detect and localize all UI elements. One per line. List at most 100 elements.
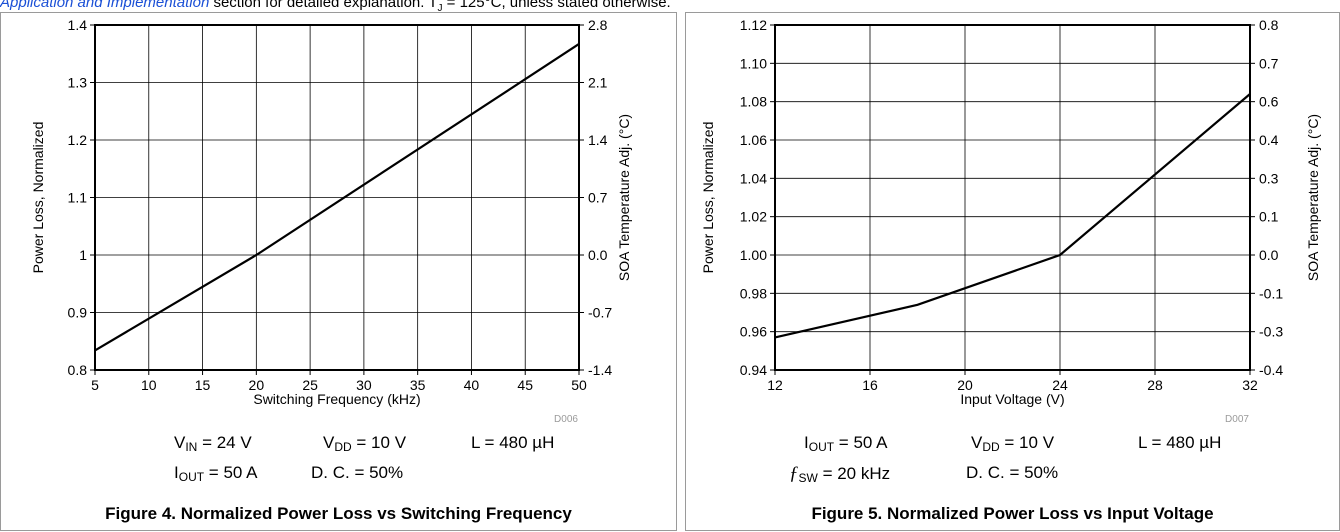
y2-tick-label: 2.1 bbox=[588, 75, 608, 91]
x-tick-label: 10 bbox=[141, 377, 157, 393]
y-tick-label: 1.08 bbox=[740, 94, 767, 110]
y2-tick-label: 0.6 bbox=[1259, 94, 1279, 110]
y2-tick-label: -0.4 bbox=[1259, 362, 1283, 378]
y2-tick-label: 0.1 bbox=[1259, 209, 1279, 225]
x-tick-label: 45 bbox=[517, 377, 533, 393]
cond-vdd-val: = 10 V bbox=[999, 433, 1055, 452]
x-axis-label: Switching Frequency (kHz) bbox=[253, 391, 420, 407]
cond-l: L = 480 µH bbox=[1138, 433, 1222, 452]
cond-iout: IOUT = 50 A bbox=[804, 433, 888, 454]
x-tick-label: 32 bbox=[1242, 377, 1258, 393]
y-tick-label: 1.3 bbox=[68, 75, 88, 91]
y-axis-label: Power Loss, Normalized bbox=[30, 122, 46, 274]
y2-tick-label: 0.8 bbox=[1259, 17, 1279, 33]
y2-axis-label: SOA Temperature Adj. (°C) bbox=[1305, 114, 1321, 281]
y-tick-label: 1.06 bbox=[740, 132, 767, 148]
cond-vdd-sub: DD bbox=[982, 440, 1000, 454]
y-tick-label: 1.4 bbox=[68, 17, 88, 33]
x-tick-label: 16 bbox=[862, 377, 878, 393]
x-tick-label: 20 bbox=[957, 377, 973, 393]
cond-fsw-sym: ƒ bbox=[789, 463, 799, 484]
y-tick-label: 1 bbox=[79, 247, 87, 263]
cond-vdd-sym: V bbox=[323, 433, 335, 452]
cond-iout-val: = 50 A bbox=[834, 433, 888, 452]
cond-iout: IOUT = 50 A bbox=[174, 463, 258, 484]
y2-tick-label: 1.4 bbox=[588, 132, 608, 148]
cond-iout-sub: OUT bbox=[178, 470, 205, 484]
chart-figure-5: 12 16 20 24 28 32 0.94 -0.4 0.96 -0.3 0.98 -0.1 1.00… bbox=[700, 17, 1321, 425]
x-tick-label: 50 bbox=[571, 377, 587, 393]
y-tick-label: 1.00 bbox=[740, 247, 767, 263]
y-tick-label: 1.2 bbox=[68, 132, 88, 148]
y-axis-label: Power Loss, Normalized bbox=[700, 122, 716, 274]
data-series-line bbox=[774, 93, 1251, 339]
plot-frame bbox=[94, 24, 580, 371]
figure-4-panel: 5 10 15 20 25 30 35 40 45 50 0.8 -1.4 0.9 -0.7 1 0.0 1.1… bbox=[0, 12, 677, 531]
y2-tick-label: 0.0 bbox=[1259, 247, 1279, 263]
y-tick-label: 1.1 bbox=[68, 190, 88, 206]
plot-frame bbox=[774, 24, 1251, 371]
cond-fsw-sub: SW bbox=[798, 471, 818, 485]
y2-tick-label: -0.7 bbox=[588, 305, 612, 321]
x-tick-label: 24 bbox=[1052, 377, 1068, 393]
chart-figure-4: 5 10 15 20 25 30 35 40 45 50 0.8 -1.4 0.9 -0.7 1 0.0 1.1… bbox=[30, 17, 632, 425]
figure-5-caption: Figure 5. Normalized Power Loss vs Input… bbox=[811, 504, 1214, 523]
cond-iout-sym: I bbox=[804, 433, 809, 452]
y2-tick-label: 0.7 bbox=[1259, 55, 1279, 71]
header-end: = 125°C, unless stated otherwise. bbox=[442, 0, 671, 11]
cond-iout-sub: OUT bbox=[808, 440, 835, 454]
x-tick-label: 28 bbox=[1147, 377, 1163, 393]
y-tick-label: 0.96 bbox=[740, 324, 767, 340]
cond-fsw: ƒSW = 20 kHz bbox=[789, 463, 890, 485]
application-link[interactable]: Application and Implementation bbox=[0, 0, 210, 11]
cond-fsw-val: = 20 kHz bbox=[817, 464, 891, 483]
x-tick-label: 12 bbox=[767, 377, 783, 393]
cond-iout-sym: I bbox=[174, 463, 179, 482]
cond-vin-val: = 24 V bbox=[197, 433, 252, 452]
cond-vdd-sym: V bbox=[971, 433, 983, 452]
data-series-line bbox=[94, 43, 580, 352]
x-tick-label: 25 bbox=[302, 377, 318, 393]
cond-dc: D. C. = 50% bbox=[311, 463, 404, 482]
figure-4-caption: Figure 4. Normalized Power Loss vs Switc… bbox=[105, 504, 572, 523]
y-tick-label: 1.02 bbox=[740, 209, 767, 225]
y2-axis-label: SOA Temperature Adj. (°C) bbox=[616, 114, 632, 281]
cond-l: L = 480 µH bbox=[471, 433, 555, 452]
x-tick-label: 40 bbox=[464, 377, 480, 393]
header-text: Application and Implementation section f… bbox=[0, 0, 671, 18]
y2-tick-label: 0.4 bbox=[1259, 132, 1279, 148]
cond-vin-sub: IN bbox=[185, 440, 198, 454]
figure-code: D007 bbox=[1225, 414, 1249, 425]
x-tick-label: 15 bbox=[195, 377, 211, 393]
cond-vin: VIN = 24 V bbox=[174, 433, 252, 454]
y-tick-label: 1.04 bbox=[740, 170, 767, 186]
y-tick-label: 0.94 bbox=[740, 362, 767, 378]
figure-5-panel: 12 16 20 24 28 32 0.94 -0.4 0.96 -0.3 0.98 -0.1 1.00… bbox=[685, 12, 1340, 531]
y2-tick-label: 0.0 bbox=[588, 247, 608, 263]
cond-vdd-val: = 10 V bbox=[351, 433, 407, 452]
header-rest: section for detailed explanation. T bbox=[209, 0, 438, 11]
x-axis-label: Input Voltage (V) bbox=[960, 391, 1064, 407]
y-tick-label: 0.8 bbox=[68, 362, 88, 378]
x-tick-label: 20 bbox=[249, 377, 265, 393]
cond-vin-sym: V bbox=[174, 433, 186, 452]
header-sub: J bbox=[437, 3, 443, 14]
cond-vdd: VDD = 10 V bbox=[323, 433, 406, 454]
y-tick-label: 0.9 bbox=[68, 305, 88, 321]
x-tick-label: 30 bbox=[356, 377, 372, 393]
y-tick-label: 0.98 bbox=[740, 285, 767, 301]
y2-tick-label: 0.7 bbox=[588, 190, 608, 206]
y2-tick-label: -0.1 bbox=[1259, 285, 1283, 301]
cond-vdd-sub: DD bbox=[334, 440, 352, 454]
y-tick-label: 1.12 bbox=[740, 17, 767, 33]
x-tick-label: 5 bbox=[91, 377, 99, 393]
y2-tick-label: 0.3 bbox=[1259, 170, 1279, 186]
y2-tick-label: 2.8 bbox=[588, 17, 608, 33]
figure-code: D006 bbox=[554, 414, 578, 425]
y2-tick-label: -0.3 bbox=[1259, 324, 1283, 340]
x-tick-label: 35 bbox=[410, 377, 426, 393]
cond-iout-val: = 50 A bbox=[204, 463, 258, 482]
cond-vdd: VDD = 10 V bbox=[971, 433, 1054, 454]
cond-dc: D. C. = 50% bbox=[966, 463, 1059, 482]
y2-tick-label: -1.4 bbox=[588, 362, 612, 378]
